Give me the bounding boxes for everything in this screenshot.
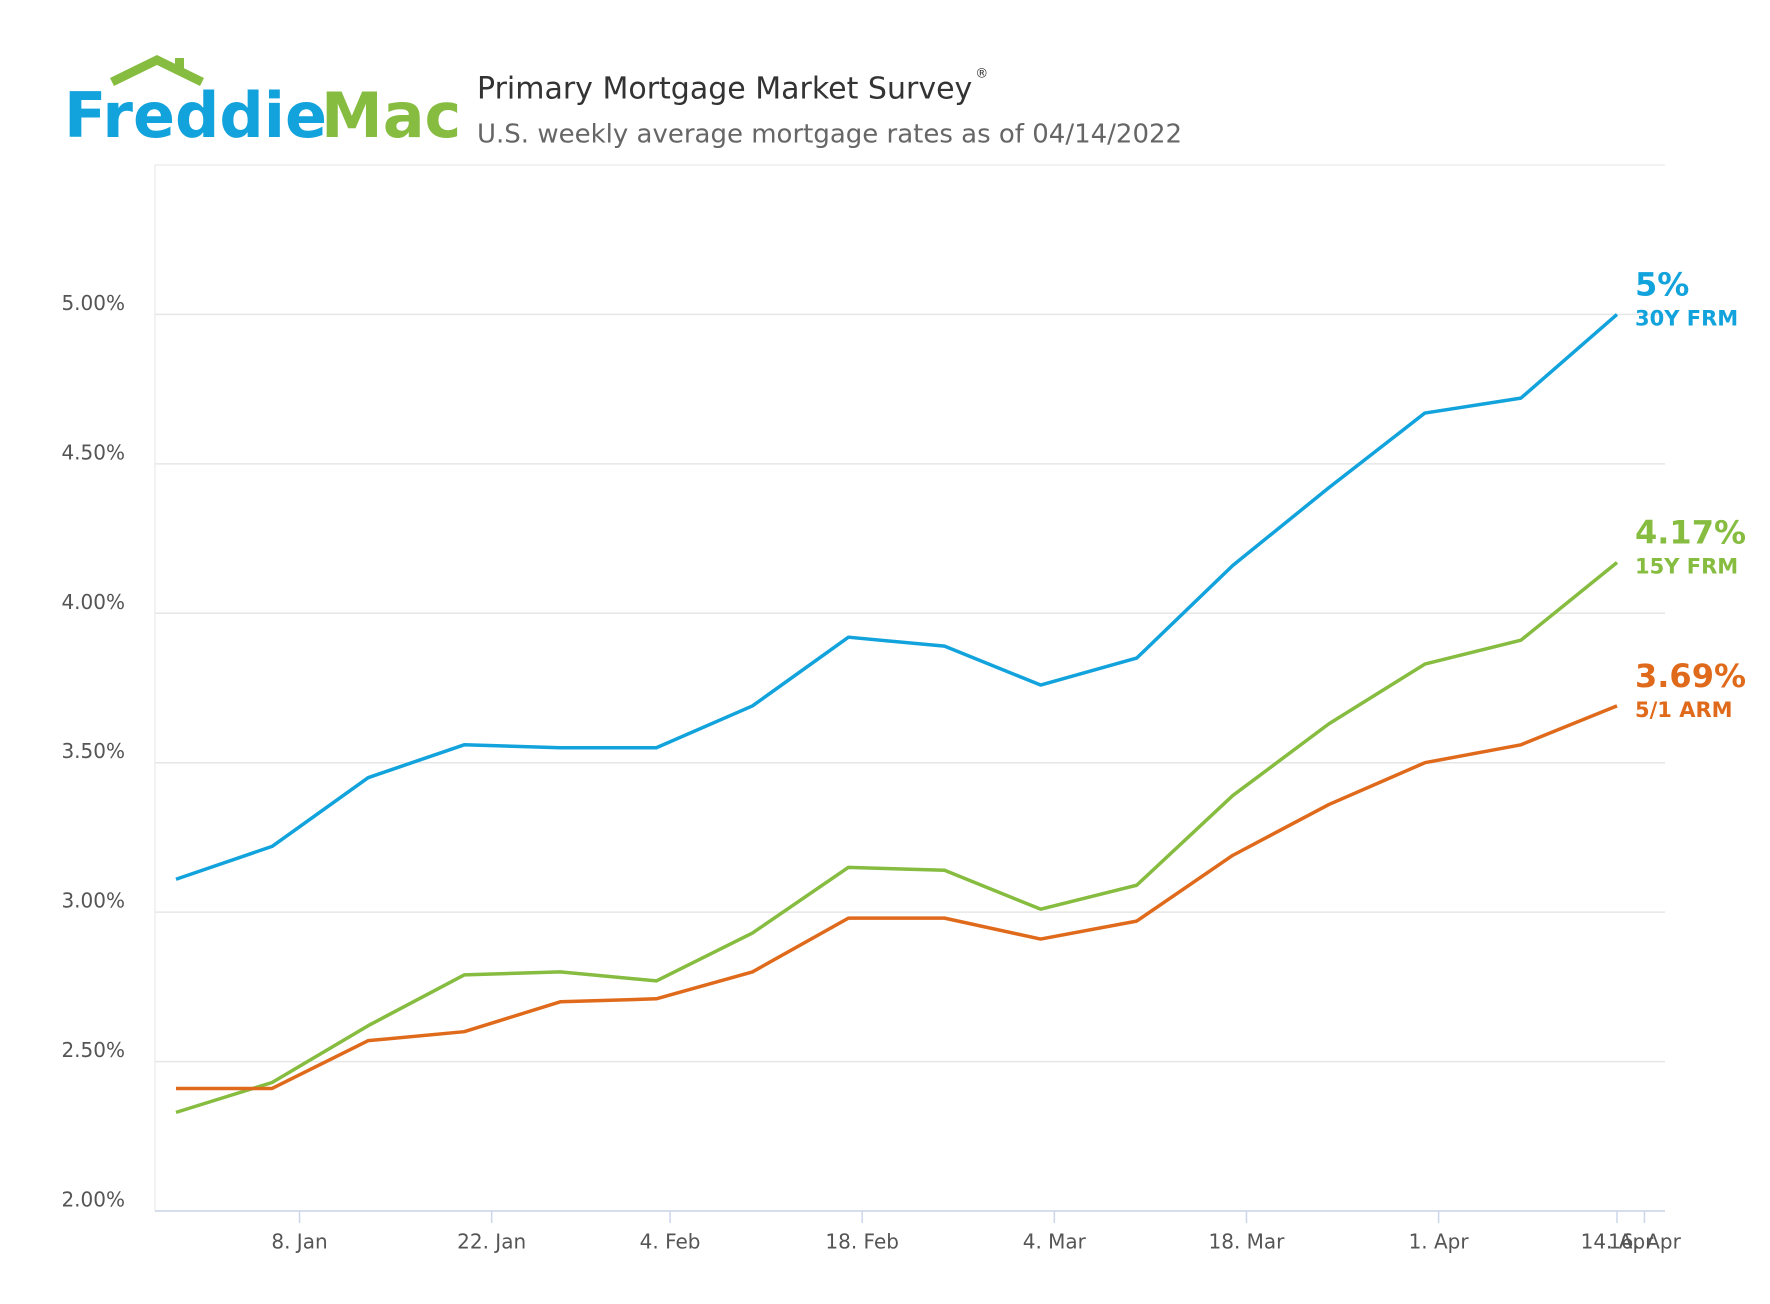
logo-chimney: [175, 58, 184, 74]
line: [175, 561, 1619, 1115]
y-tick-label: 4.50%: [61, 440, 125, 464]
chart-subtitle: U.S. weekly average mortgage rates as of…: [477, 120, 1182, 150]
value-label: 5%: [1635, 265, 1689, 303]
legend-label: 5/1 ARM: [1635, 698, 1733, 722]
legend-label: 15Y FRM: [1635, 554, 1738, 578]
y-tick-label: 2.00%: [61, 1188, 125, 1212]
value-label: 3.69%: [1635, 657, 1746, 695]
y-tick-label: 5.00%: [61, 291, 125, 315]
x-tick-label: 1. Apr: [1409, 1230, 1470, 1254]
x-tick-label: 18. Feb: [825, 1230, 899, 1254]
x-tick-label: 16. Apr: [1608, 1230, 1682, 1254]
x-tick-label: 14. Apr: [1581, 1230, 1655, 1254]
logo-text: Freddie: [64, 79, 327, 152]
y-tick-label: 3.50%: [61, 739, 125, 763]
chart-title: Primary Mortgage Market Survey: [477, 72, 972, 107]
x-tick-label: 8. Jan: [271, 1230, 327, 1254]
logo-roof: [110, 54, 204, 87]
value-label: 4.17%: [1635, 513, 1746, 551]
logo-text: Mac: [321, 79, 461, 152]
x-tick-label: 4. Feb: [640, 1230, 701, 1254]
y-tick-label: 2.50%: [61, 1038, 125, 1062]
legend-label: 30Y FRM: [1635, 306, 1738, 330]
line: [176, 704, 1618, 1091]
line: [175, 313, 1619, 881]
y-tick-label: 3.00%: [61, 889, 125, 913]
x-tick-label: 18. Mar: [1209, 1230, 1286, 1254]
logo: Freddie Mac: [64, 54, 461, 152]
x-tick-label: 22. Jan: [457, 1230, 526, 1254]
x-tick-label: 4. Mar: [1023, 1230, 1087, 1254]
y-tick-label: 4.00%: [61, 590, 125, 614]
title-mark: ®: [975, 67, 988, 82]
